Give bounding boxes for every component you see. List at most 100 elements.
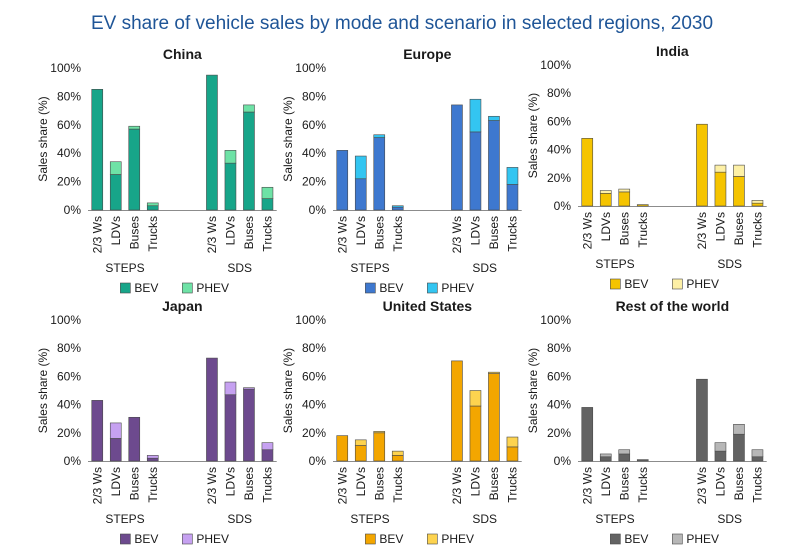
bar-bev [128, 416, 141, 462]
x-category-label: LDVs [109, 216, 123, 245]
x-category-label: 2/3 Ws [205, 216, 219, 253]
y-tick-label: 100% [50, 61, 81, 75]
x-category-label: LDVs [599, 467, 613, 496]
y-tick-label: 0% [554, 199, 572, 213]
y-axis-label: Sales share (%) [281, 348, 295, 433]
bar-bev [469, 131, 482, 211]
x-category-label: Buses [487, 216, 501, 249]
bar-bev [336, 435, 349, 462]
bar-bev [714, 171, 727, 207]
bar-phev [488, 371, 500, 374]
bar-bev [391, 455, 404, 462]
panel-title: China [163, 46, 202, 62]
panel-title: India [656, 43, 689, 59]
bar-phev [506, 167, 519, 185]
legend-swatch-bev [120, 282, 131, 294]
y-tick-label: 80% [302, 89, 326, 103]
x-category-label: 2/3 Ws [335, 467, 349, 504]
bar-bev [506, 446, 519, 462]
y-axis-label: Sales share (%) [36, 96, 50, 181]
x-category-label: Buses [127, 467, 141, 500]
bar-phev [714, 164, 727, 173]
bar-bev [109, 438, 122, 462]
y-tick-label: 100% [540, 313, 571, 327]
y-tick-label: 40% [57, 398, 81, 412]
bar-phev [618, 188, 631, 193]
legend-swatch-bev [120, 533, 131, 545]
legend-label-phev: PHEV [196, 281, 229, 295]
x-category-label: 2/3 Ws [90, 467, 104, 504]
legend-label-bev: BEV [624, 532, 648, 546]
x-category-label: Trucks [260, 216, 274, 252]
x-category-label: Trucks [146, 216, 160, 252]
x-category-label: Buses [372, 467, 386, 500]
x-category-label: LDVs [713, 467, 727, 496]
x-category-label: Trucks [750, 212, 764, 248]
bar-bev [488, 120, 500, 211]
x-category-label: Trucks [505, 467, 519, 503]
y-tick-label: 100% [540, 58, 571, 72]
group-label: STEPS [595, 257, 634, 271]
bar-phev [488, 115, 500, 121]
bar-phev [243, 104, 255, 113]
bar-phev [391, 205, 404, 208]
bar-bev [243, 388, 255, 462]
bar-bev [451, 360, 463, 462]
bar-phev [618, 449, 631, 455]
y-tick-label: 100% [50, 313, 81, 327]
bar-bev [91, 400, 104, 462]
bar-bev [618, 191, 631, 207]
bar-bev [243, 111, 255, 211]
y-tick-label: 20% [302, 175, 326, 189]
legend-label-bev: BEV [379, 532, 403, 546]
bar-phev [733, 424, 745, 435]
legend-swatch-bev [610, 533, 621, 545]
y-tick-label: 40% [57, 146, 81, 160]
bar-bev [373, 432, 386, 462]
group-label: SDS [472, 512, 497, 526]
bar-bev [128, 128, 141, 211]
bar-bev [224, 162, 237, 211]
y-tick-label: 20% [547, 426, 571, 440]
x-category-label: LDVs [223, 216, 237, 245]
x-category-label: Buses [487, 467, 501, 500]
x-category-label: Trucks [391, 467, 405, 503]
bar-bev [354, 178, 367, 211]
bar-bev [146, 457, 159, 462]
y-tick-label: 80% [57, 89, 81, 103]
bar-phev [261, 186, 274, 199]
y-axis-label: Sales share (%) [281, 96, 295, 181]
bar-phev [733, 164, 745, 177]
bar-bev [451, 104, 463, 211]
legend-label-phev: PHEV [441, 532, 474, 546]
y-tick-label: 20% [57, 426, 81, 440]
x-category-label: LDVs [354, 467, 368, 496]
y-tick-label: 100% [295, 313, 326, 327]
group-label: STEPS [595, 512, 634, 526]
x-category-label: Buses [242, 467, 256, 500]
bar-bev [506, 184, 519, 211]
y-tick-label: 40% [547, 398, 571, 412]
bar-bev [354, 445, 367, 462]
y-tick-label: 20% [302, 426, 326, 440]
x-category-label: Trucks [636, 467, 650, 503]
bar-bev [146, 205, 159, 211]
bar-bev [696, 123, 708, 207]
bar-phev [506, 436, 519, 448]
panel-title: Europe [403, 46, 451, 62]
x-category-label: LDVs [109, 467, 123, 496]
group-label: STEPS [105, 261, 144, 275]
group-label: SDS [472, 261, 497, 275]
y-tick-label: 0% [309, 454, 327, 468]
bar-phev [391, 450, 404, 456]
bar-phev [373, 134, 386, 138]
bar-bev [581, 138, 594, 207]
x-category-label: 2/3 Ws [695, 467, 709, 504]
bar-phev [224, 381, 237, 396]
y-tick-label: 60% [547, 114, 571, 128]
group-label: STEPS [105, 512, 144, 526]
bar-phev [109, 161, 122, 175]
y-axis-label: Sales share (%) [36, 348, 50, 433]
y-axis-label: Sales share (%) [526, 93, 540, 178]
